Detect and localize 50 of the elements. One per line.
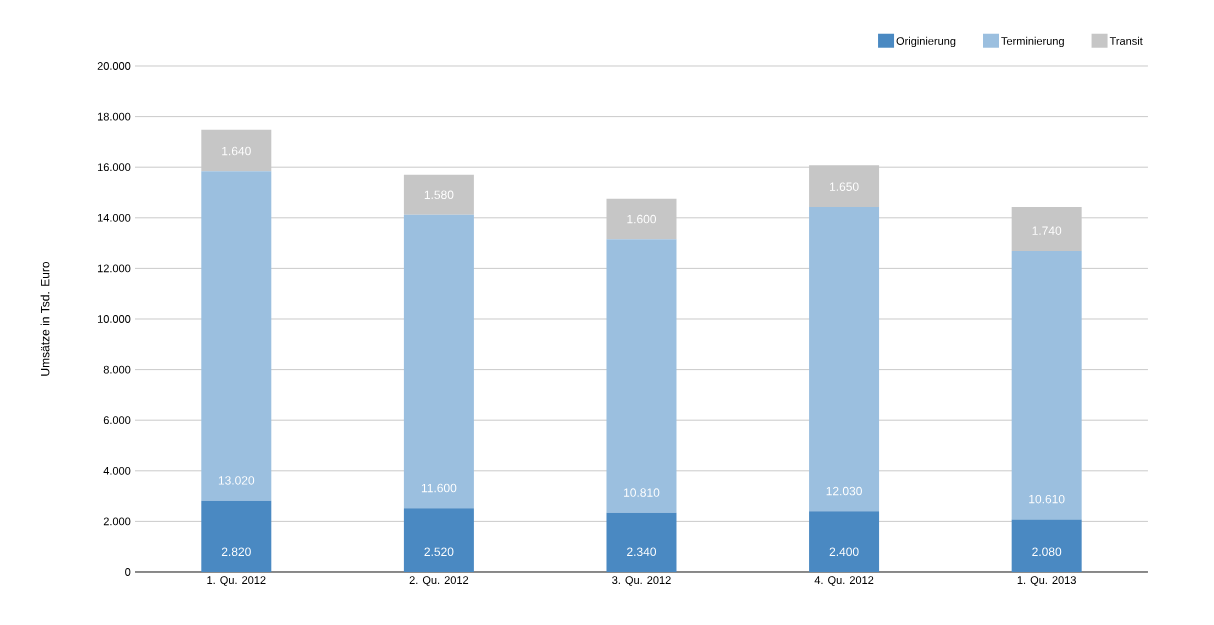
y-tick-label: 16.000 <box>97 163 131 172</box>
x-tick-label: 1. Qu. 2013 <box>1017 576 1076 586</box>
data-label: 1.740 <box>1032 226 1062 235</box>
x-tick-label: 3. Qu. 2012 <box>612 576 671 586</box>
data-label: 11.600 <box>421 483 457 493</box>
data-label: 1.600 <box>627 214 657 224</box>
bar <box>809 206 880 512</box>
y-tick-label: 6.000 <box>103 416 131 425</box>
data-label: 1.640 <box>222 146 251 156</box>
bar <box>606 512 677 572</box>
bar <box>606 239 677 513</box>
y-tick-label: 12.000 <box>97 264 131 273</box>
data-label: 12.030 <box>826 486 862 496</box>
bar <box>1011 519 1082 572</box>
data-label: 2.820 <box>221 547 251 556</box>
bar <box>403 508 474 572</box>
legend-label: Originierung <box>896 36 956 48</box>
bar <box>201 500 272 572</box>
bar <box>809 511 880 572</box>
bar <box>201 129 272 172</box>
bar <box>606 198 677 240</box>
legend-label: Transit <box>1109 36 1143 45</box>
data-label: 10.610 <box>1029 494 1065 504</box>
data-label: 2.400 <box>829 547 859 556</box>
y-tick-label: 2.000 <box>103 517 131 526</box>
y-tick-label: 10.000 <box>97 315 131 323</box>
data-label: 2.340 <box>627 547 657 556</box>
x-tick-label: 1. Qu. 2012 <box>207 576 266 586</box>
x-tick-label: 4. Qu. 2012 <box>814 576 874 586</box>
bar <box>1011 250 1082 520</box>
data-label: 13.020 <box>218 476 255 485</box>
bar <box>809 165 880 207</box>
y-tick-label: 0 <box>125 568 131 576</box>
data-label: 1.580 <box>424 190 454 200</box>
data-label: 10.810 <box>624 488 660 497</box>
x-tick-label: 2. Qu. 2012 <box>409 576 469 586</box>
data-label: 2.520 <box>424 547 454 556</box>
bar <box>403 174 474 215</box>
data-label: 2.080 <box>1032 547 1062 556</box>
y-tick-label: 4.000 <box>103 466 131 475</box>
y-axis-title: Umsätze in Tsd. Euro <box>40 261 50 376</box>
legend-label: Terminierung <box>1001 36 1064 48</box>
bar <box>201 171 272 501</box>
bar <box>1011 206 1082 251</box>
y-tick-label: 8.000 <box>103 365 131 374</box>
y-tick-label: 18.000 <box>97 112 131 121</box>
y-tick-label: 20.000 <box>97 62 131 70</box>
data-label: 1.650 <box>829 182 859 191</box>
bar <box>403 214 474 509</box>
y-tick-label: 14.000 <box>97 213 131 222</box>
